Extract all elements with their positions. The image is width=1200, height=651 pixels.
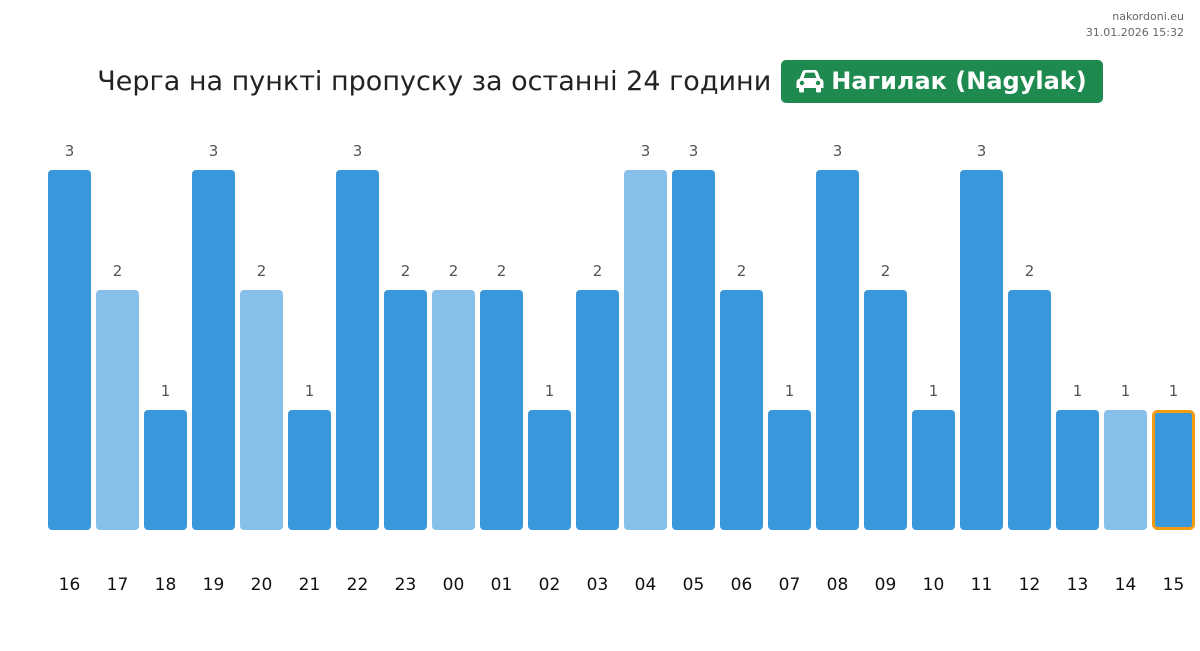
value-label-12: 2 xyxy=(1025,262,1035,280)
value-label-10: 1 xyxy=(929,382,939,400)
x-tick-20: 20 xyxy=(251,575,273,595)
x-tick-12: 12 xyxy=(1019,575,1041,595)
bar-09 xyxy=(864,290,907,530)
x-tick-14: 14 xyxy=(1115,575,1137,595)
bar-23 xyxy=(384,290,427,530)
bar-00 xyxy=(432,290,475,530)
value-label-22: 3 xyxy=(353,142,363,160)
bar-20 xyxy=(240,290,283,530)
chart-title: Черга на пункті пропуску за останні 24 г… xyxy=(97,65,772,97)
x-tick-13: 13 xyxy=(1067,575,1089,595)
bar-07 xyxy=(768,410,811,530)
x-tick-00: 00 xyxy=(443,575,465,595)
x-tick-02: 02 xyxy=(539,575,561,595)
x-tick-01: 01 xyxy=(491,575,513,595)
meta-info: nakordoni.eu 31.01.2026 15:32 xyxy=(1086,9,1184,41)
value-label-05: 3 xyxy=(689,142,699,160)
x-tick-18: 18 xyxy=(155,575,177,595)
value-label-18: 1 xyxy=(161,382,171,400)
bar-22 xyxy=(336,170,379,530)
bar-06 xyxy=(720,290,763,530)
x-tick-05: 05 xyxy=(683,575,705,595)
bar-11 xyxy=(960,170,1003,530)
bar-12 xyxy=(1008,290,1051,530)
x-tick-15: 15 xyxy=(1163,575,1185,595)
bar-19 xyxy=(192,170,235,530)
timestamp: 31.01.2026 15:32 xyxy=(1085,26,1184,39)
chart-header: Черга на пункті пропуску за останні 24 г… xyxy=(0,59,1200,103)
value-label-09: 2 xyxy=(881,262,891,280)
bar-16 xyxy=(48,170,91,530)
value-label-02: 1 xyxy=(545,382,555,400)
x-tick-23: 23 xyxy=(395,575,417,595)
x-tick-21: 21 xyxy=(299,575,321,595)
bar-02 xyxy=(528,410,571,530)
car-icon xyxy=(796,70,824,93)
value-label-06: 2 xyxy=(737,262,747,280)
x-tick-08: 08 xyxy=(827,575,849,595)
bar-04 xyxy=(624,170,667,530)
value-label-08: 3 xyxy=(833,142,843,160)
x-tick-03: 03 xyxy=(587,575,609,595)
value-label-20: 2 xyxy=(257,262,267,280)
x-tick-07: 07 xyxy=(779,575,801,595)
value-label-00: 2 xyxy=(449,262,459,280)
bar-13 xyxy=(1056,410,1099,530)
checkpoint-name: Нагилак (Nagylak) xyxy=(831,67,1087,95)
x-tick-16: 16 xyxy=(59,575,81,595)
value-label-23: 2 xyxy=(401,262,411,280)
bar-18 xyxy=(144,410,187,530)
value-label-11: 3 xyxy=(977,142,987,160)
x-tick-10: 10 xyxy=(923,575,945,595)
x-tick-17: 17 xyxy=(107,575,129,595)
value-label-14: 1 xyxy=(1121,382,1131,400)
x-tick-11: 11 xyxy=(971,575,993,595)
value-label-19: 3 xyxy=(209,142,219,160)
bar-17 xyxy=(96,290,139,530)
value-label-07: 1 xyxy=(785,382,795,400)
checkpoint-badge: Нагилак (Nagylak) xyxy=(781,59,1103,103)
value-label-16: 3 xyxy=(65,142,75,160)
x-tick-19: 19 xyxy=(203,575,225,595)
value-label-15: 1 xyxy=(1169,382,1179,400)
bar-03 xyxy=(576,290,619,530)
x-tick-09: 09 xyxy=(875,575,897,595)
value-label-13: 1 xyxy=(1073,382,1083,400)
value-label-04: 3 xyxy=(641,142,651,160)
bar-10 xyxy=(912,410,955,530)
bar-14 xyxy=(1104,410,1147,530)
value-label-17: 2 xyxy=(113,262,123,280)
bar-21 xyxy=(288,410,331,530)
bar-05 xyxy=(672,170,715,530)
bar-01 xyxy=(480,290,523,530)
site-name: nakordoni.eu xyxy=(1112,10,1184,23)
value-label-03: 2 xyxy=(593,262,603,280)
bar-15 xyxy=(1152,410,1195,530)
x-tick-04: 04 xyxy=(635,575,657,595)
bar-08 xyxy=(816,170,859,530)
x-tick-06: 06 xyxy=(731,575,753,595)
x-tick-22: 22 xyxy=(347,575,369,595)
value-label-01: 2 xyxy=(497,262,507,280)
value-label-21: 1 xyxy=(305,382,315,400)
